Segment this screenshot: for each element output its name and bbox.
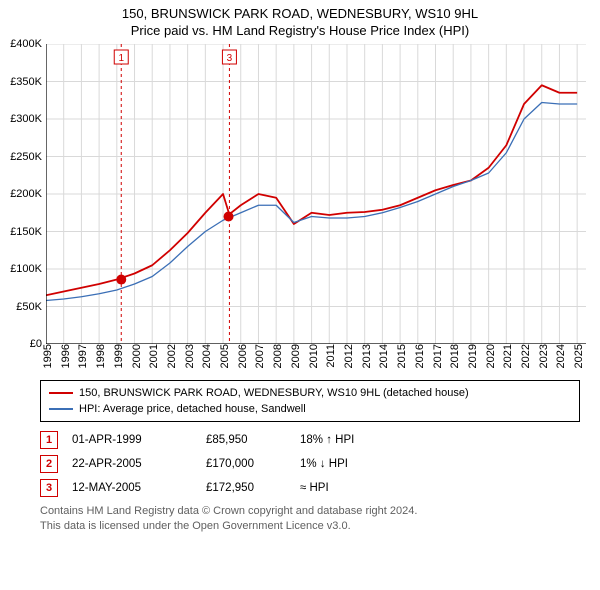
chart-title-line2: Price paid vs. HM Land Registry's House … <box>0 23 600 38</box>
legend-swatch <box>49 408 73 410</box>
x-tick-label: 2012 <box>339 344 355 368</box>
x-tick-label: 2024 <box>551 344 567 368</box>
chart-svg: 13 <box>46 44 586 344</box>
chart-title-block: 150, BRUNSWICK PARK ROAD, WEDNESBURY, WS… <box>0 0 600 38</box>
legend-row: 150, BRUNSWICK PARK ROAD, WEDNESBURY, WS… <box>49 385 571 401</box>
y-tick-label: £350K <box>10 76 46 88</box>
svg-text:3: 3 <box>227 53 233 64</box>
x-tick-label: 2008 <box>268 344 284 368</box>
event-number-box: 3 <box>40 479 58 497</box>
x-tick-label: 2015 <box>392 344 408 368</box>
x-tick-label: 1996 <box>56 344 72 368</box>
x-tick-label: 1997 <box>73 344 89 368</box>
chart-area: 13£0£50K£100K£150K£200K£250K£300K£350K£4… <box>46 44 586 344</box>
legend-label: HPI: Average price, detached house, Sand… <box>79 401 306 417</box>
y-tick-label: £250K <box>10 151 46 163</box>
x-tick-label: 1998 <box>91 344 107 368</box>
event-date: 01-APR-1999 <box>72 434 192 446</box>
x-tick-label: 2017 <box>428 344 444 368</box>
event-date: 12-MAY-2005 <box>72 482 192 494</box>
price-point-dot <box>116 275 126 285</box>
x-tick-label: 2005 <box>215 344 231 368</box>
x-tick-label: 2022 <box>516 344 532 368</box>
price-point-dot <box>224 212 234 222</box>
y-tick-label: £100K <box>10 263 46 275</box>
x-tick-label: 1999 <box>109 344 125 368</box>
x-tick-label: 2007 <box>250 344 266 368</box>
legend-label: 150, BRUNSWICK PARK ROAD, WEDNESBURY, WS… <box>79 385 469 401</box>
x-tick-label: 2013 <box>357 344 373 368</box>
x-tick-label: 2019 <box>463 344 479 368</box>
x-tick-label: 2014 <box>374 344 390 368</box>
attribution: Contains HM Land Registry data © Crown c… <box>40 504 580 534</box>
event-price: £172,950 <box>206 482 286 494</box>
y-tick-label: £200K <box>10 188 46 200</box>
chart-title-line1: 150, BRUNSWICK PARK ROAD, WEDNESBURY, WS… <box>0 6 600 21</box>
x-tick-label: 2001 <box>144 344 160 368</box>
x-tick-label: 2009 <box>286 344 302 368</box>
event-note: 18% ↑ HPI <box>300 434 354 446</box>
x-tick-label: 2010 <box>304 344 320 368</box>
x-tick-label: 2000 <box>127 344 143 368</box>
event-number-box: 2 <box>40 455 58 473</box>
x-tick-label: 2006 <box>233 344 249 368</box>
legend: 150, BRUNSWICK PARK ROAD, WEDNESBURY, WS… <box>40 380 580 422</box>
events-table: 1 01-APR-1999 £85,950 18% ↑ HPI 2 22-APR-2005… <box>40 428 580 500</box>
event-note: ≈ HPI <box>300 482 329 494</box>
x-tick-label: 2020 <box>481 344 497 368</box>
legend-row: HPI: Average price, detached house, Sand… <box>49 401 571 417</box>
x-tick-label: 2023 <box>534 344 550 368</box>
x-tick-label: 2011 <box>321 344 337 368</box>
event-row: 2 22-APR-2005 £170,000 1% ↓ HPI <box>40 452 580 476</box>
legend-swatch <box>49 392 73 394</box>
event-row: 3 12-MAY-2005 £172,950 ≈ HPI <box>40 476 580 500</box>
x-tick-label: 2021 <box>498 344 514 368</box>
x-tick-label: 2002 <box>162 344 178 368</box>
event-date: 22-APR-2005 <box>72 458 192 470</box>
attribution-line1: Contains HM Land Registry data © Crown c… <box>40 504 580 519</box>
x-tick-label: 2003 <box>180 344 196 368</box>
x-tick-label: 2025 <box>569 344 585 368</box>
event-price: £85,950 <box>206 434 286 446</box>
x-tick-label: 2018 <box>445 344 461 368</box>
x-tick-label: 1995 <box>38 344 54 368</box>
y-tick-label: £50K <box>16 301 46 313</box>
svg-text:1: 1 <box>118 53 124 64</box>
attribution-line2: This data is licensed under the Open Gov… <box>40 519 580 534</box>
event-number-box: 1 <box>40 431 58 449</box>
y-tick-label: £400K <box>10 38 46 50</box>
y-tick-label: £150K <box>10 226 46 238</box>
event-row: 1 01-APR-1999 £85,950 18% ↑ HPI <box>40 428 580 452</box>
x-tick-label: 2004 <box>197 344 213 368</box>
event-price: £170,000 <box>206 458 286 470</box>
y-tick-label: £300K <box>10 113 46 125</box>
event-note: 1% ↓ HPI <box>300 458 348 470</box>
x-tick-label: 2016 <box>410 344 426 368</box>
